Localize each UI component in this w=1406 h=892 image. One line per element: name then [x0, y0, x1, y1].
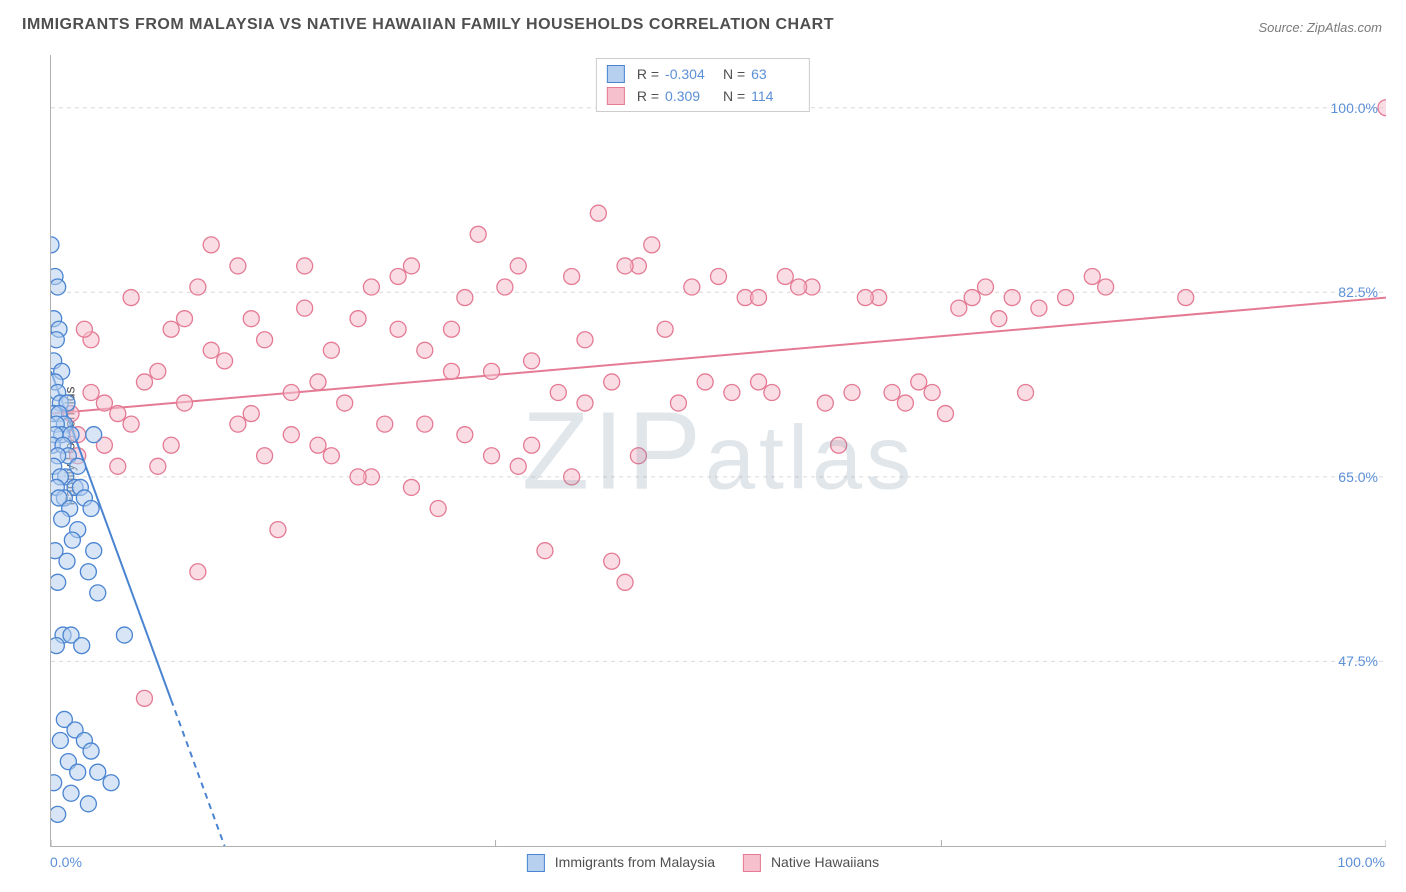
y-tick-label: 82.5%	[1338, 284, 1378, 300]
y-tick-label: 65.0%	[1338, 469, 1378, 485]
legend-r-value-2: 0.309	[665, 85, 713, 107]
legend-row-series-1: R = -0.304 N = 63	[607, 63, 799, 85]
x-tick-label-max: 100.0%	[1338, 854, 1385, 870]
legend-r-label: R =	[637, 63, 659, 85]
correlation-legend: R = -0.304 N = 63 R = 0.309 N = 114	[596, 58, 810, 112]
legend-r-value-1: -0.304	[665, 63, 713, 85]
y-tick-label: 100.0%	[1331, 100, 1378, 116]
legend-swatch-pink-bottom	[743, 854, 761, 872]
x-tick-label-min: 0.0%	[50, 854, 82, 870]
legend-label-1: Immigrants from Malaysia	[555, 854, 715, 870]
legend-r-label: R =	[637, 85, 659, 107]
legend-n-value-1: 63	[751, 63, 799, 85]
legend-n-label: N =	[719, 63, 745, 85]
y-tick-label: 47.5%	[1338, 653, 1378, 669]
source-attribution: Source: ZipAtlas.com	[1258, 20, 1382, 35]
bottom-legend: Immigrants from Malaysia Native Hawaiian…	[527, 854, 879, 872]
legend-n-value-2: 114	[751, 85, 799, 107]
legend-swatch-pink	[607, 87, 625, 105]
legend-swatch-blue-bottom	[527, 854, 545, 872]
legend-label-2: Native Hawaiians	[771, 854, 879, 870]
plot-area: ZIPatlas 47.5%65.0%82.5%100.0%	[50, 55, 1386, 847]
legend-item-2: Native Hawaiians	[743, 854, 879, 872]
legend-swatch-blue	[607, 65, 625, 83]
legend-n-label: N =	[719, 85, 745, 107]
legend-row-series-2: R = 0.309 N = 114	[607, 85, 799, 107]
legend-item-1: Immigrants from Malaysia	[527, 854, 715, 872]
chart-title: IMMIGRANTS FROM MALAYSIA VS NATIVE HAWAI…	[22, 16, 834, 34]
scatter-plot-svg	[51, 55, 1386, 846]
